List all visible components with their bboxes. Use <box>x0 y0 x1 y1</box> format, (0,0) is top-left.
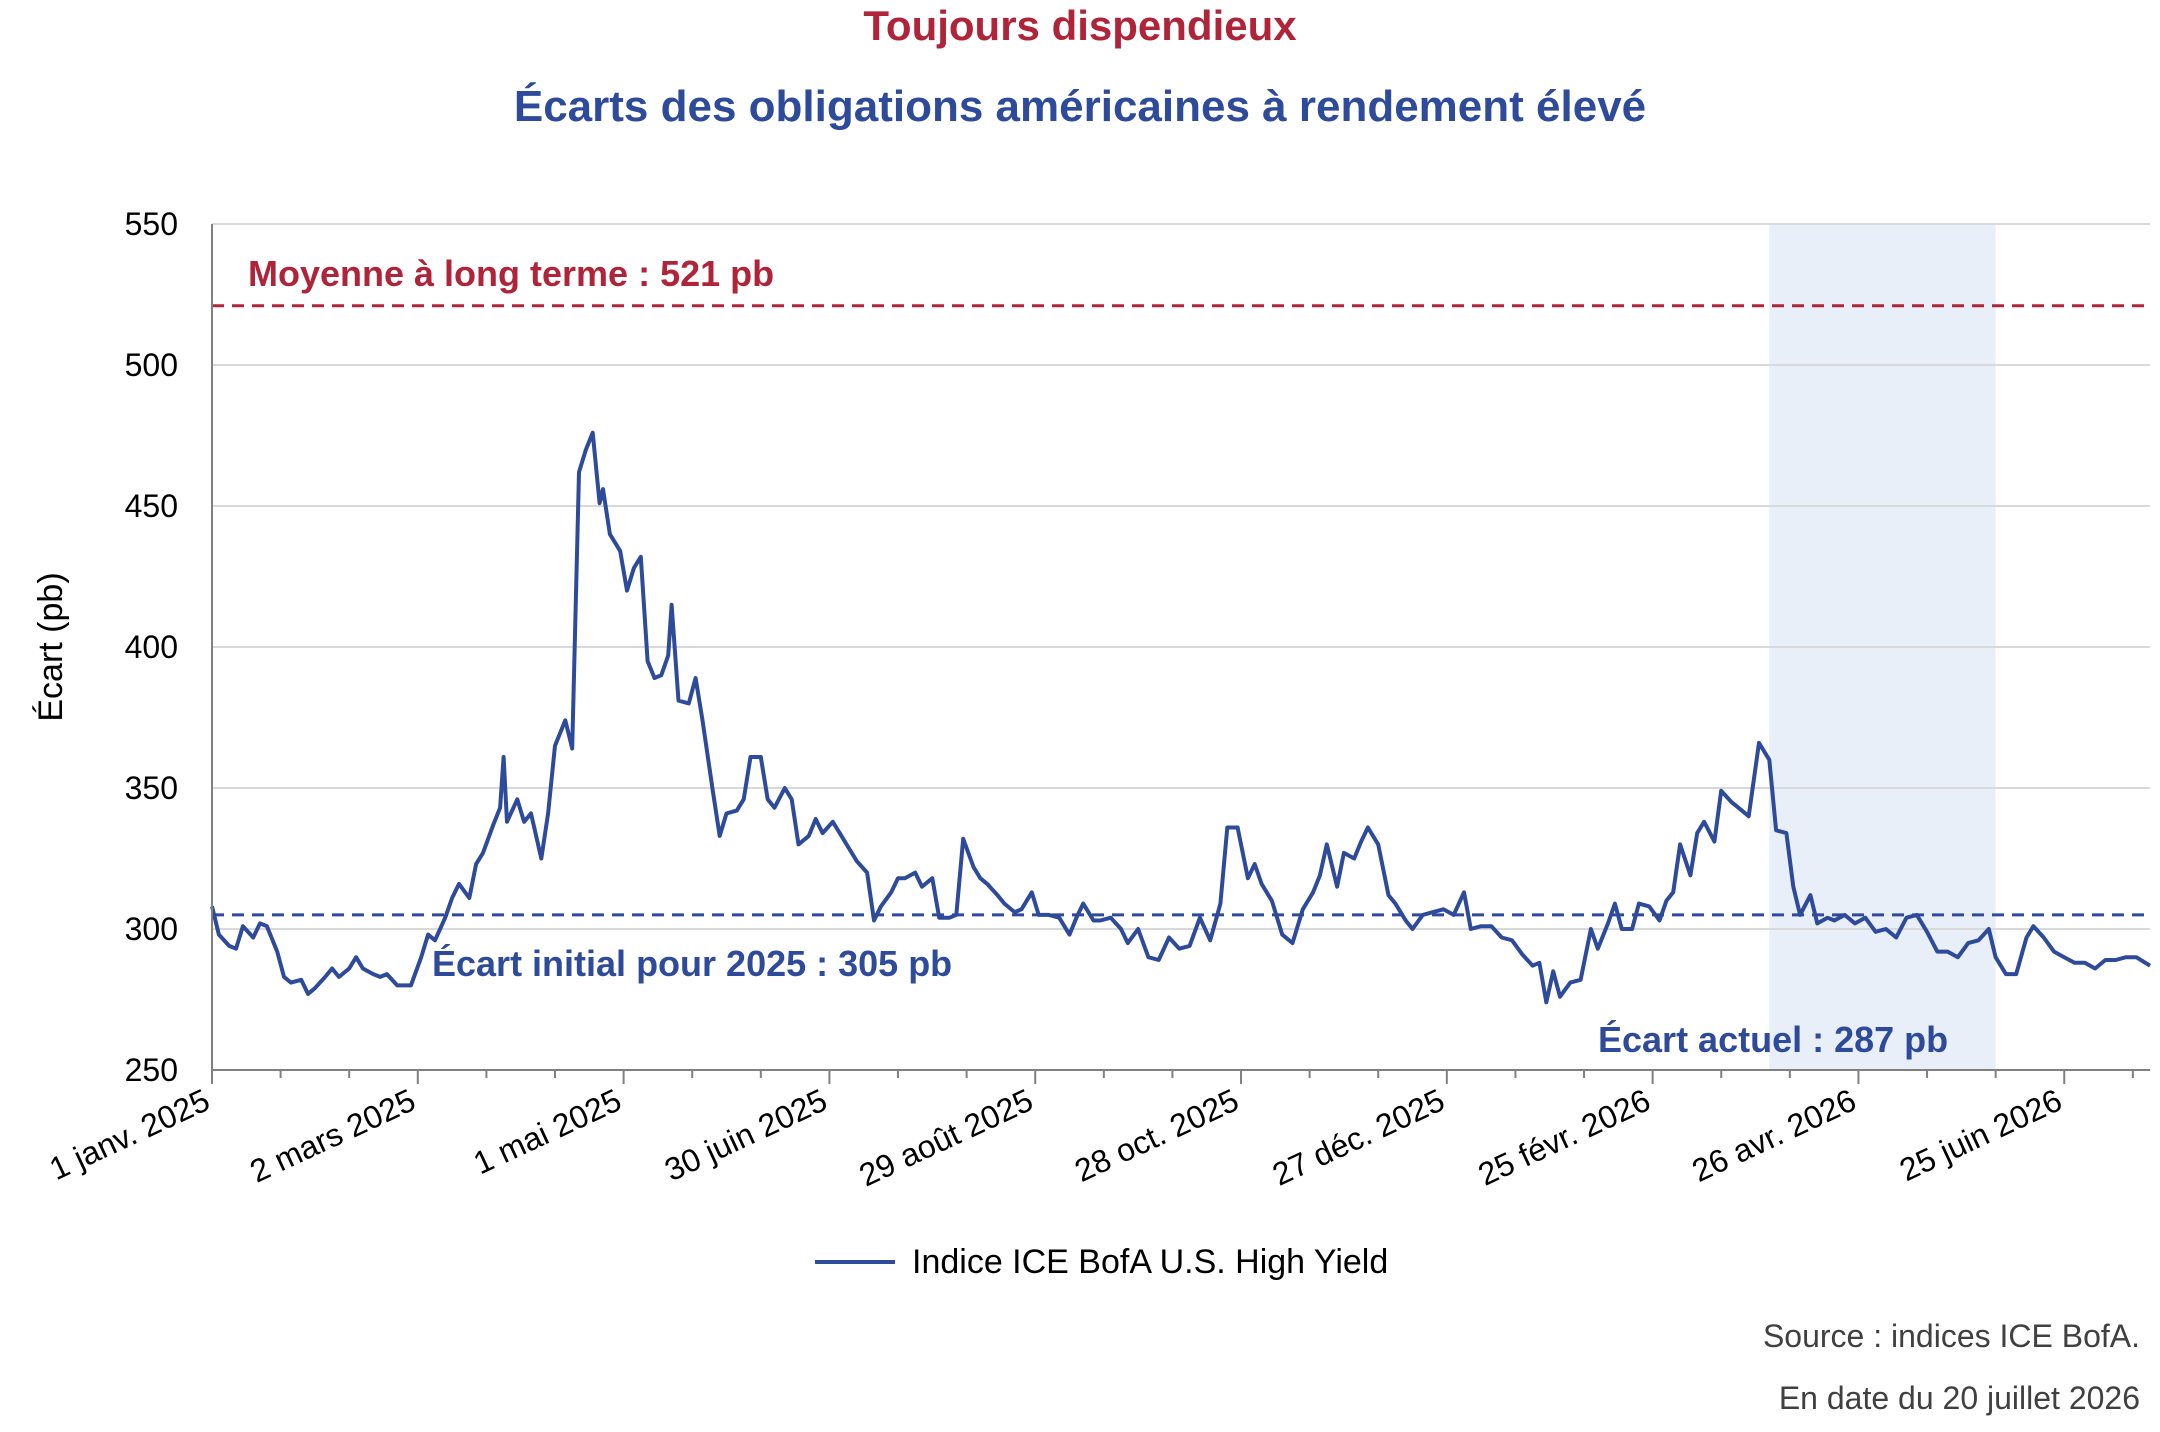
y-tick-label: 550 <box>125 206 178 242</box>
y-tick-label: 400 <box>125 629 178 665</box>
y-tick-label: 250 <box>125 1052 178 1088</box>
source-note: Source : indices ICE BofA. <box>1762 1318 2140 1354</box>
x-tick-label: 27 déc. 2025 <box>1267 1082 1450 1193</box>
current-spread-label: Écart actuel : 287 pb <box>1598 1019 1948 1060</box>
x-tick-label: 25 févr. 2026 <box>1473 1082 1656 1193</box>
x-tick-label: 1 mai 2025 <box>468 1082 627 1182</box>
x-tick-label: 28 oct. 2025 <box>1069 1082 1244 1189</box>
y-tick-label: 350 <box>125 770 178 806</box>
chart-title: Toujours dispendieux <box>863 2 1297 49</box>
series-line <box>210 430 2152 1005</box>
y-axis-title: Écart (pb) <box>32 572 70 721</box>
x-tick-label: 26 avr. 2026 <box>1687 1082 1862 1189</box>
long-term-average-label: Moyenne à long terme : 521 pb <box>248 253 774 294</box>
x-tick-label: 29 août 2025 <box>854 1082 1039 1194</box>
y-tick-label: 300 <box>125 911 178 947</box>
x-tick-label: 25 juin 2026 <box>1894 1082 2067 1188</box>
date-note: En date du 20 juillet 2026 <box>1778 1380 2140 1416</box>
initial-spread-label: Écart initial pour 2025 : 305 pb <box>432 943 952 984</box>
legend-label: Indice ICE BofA U.S. High Yield <box>912 1243 1388 1281</box>
chart-subtitle: Écarts des obligations américaines à ren… <box>513 82 1647 131</box>
y-tick-label: 450 <box>125 488 178 524</box>
x-tick-label: 2 mars 2025 <box>244 1082 420 1190</box>
y-tick-label: 500 <box>125 347 178 383</box>
x-tick-label: 30 juin 2025 <box>659 1082 832 1188</box>
x-tick-label: 1 janv. 2025 <box>44 1082 215 1187</box>
